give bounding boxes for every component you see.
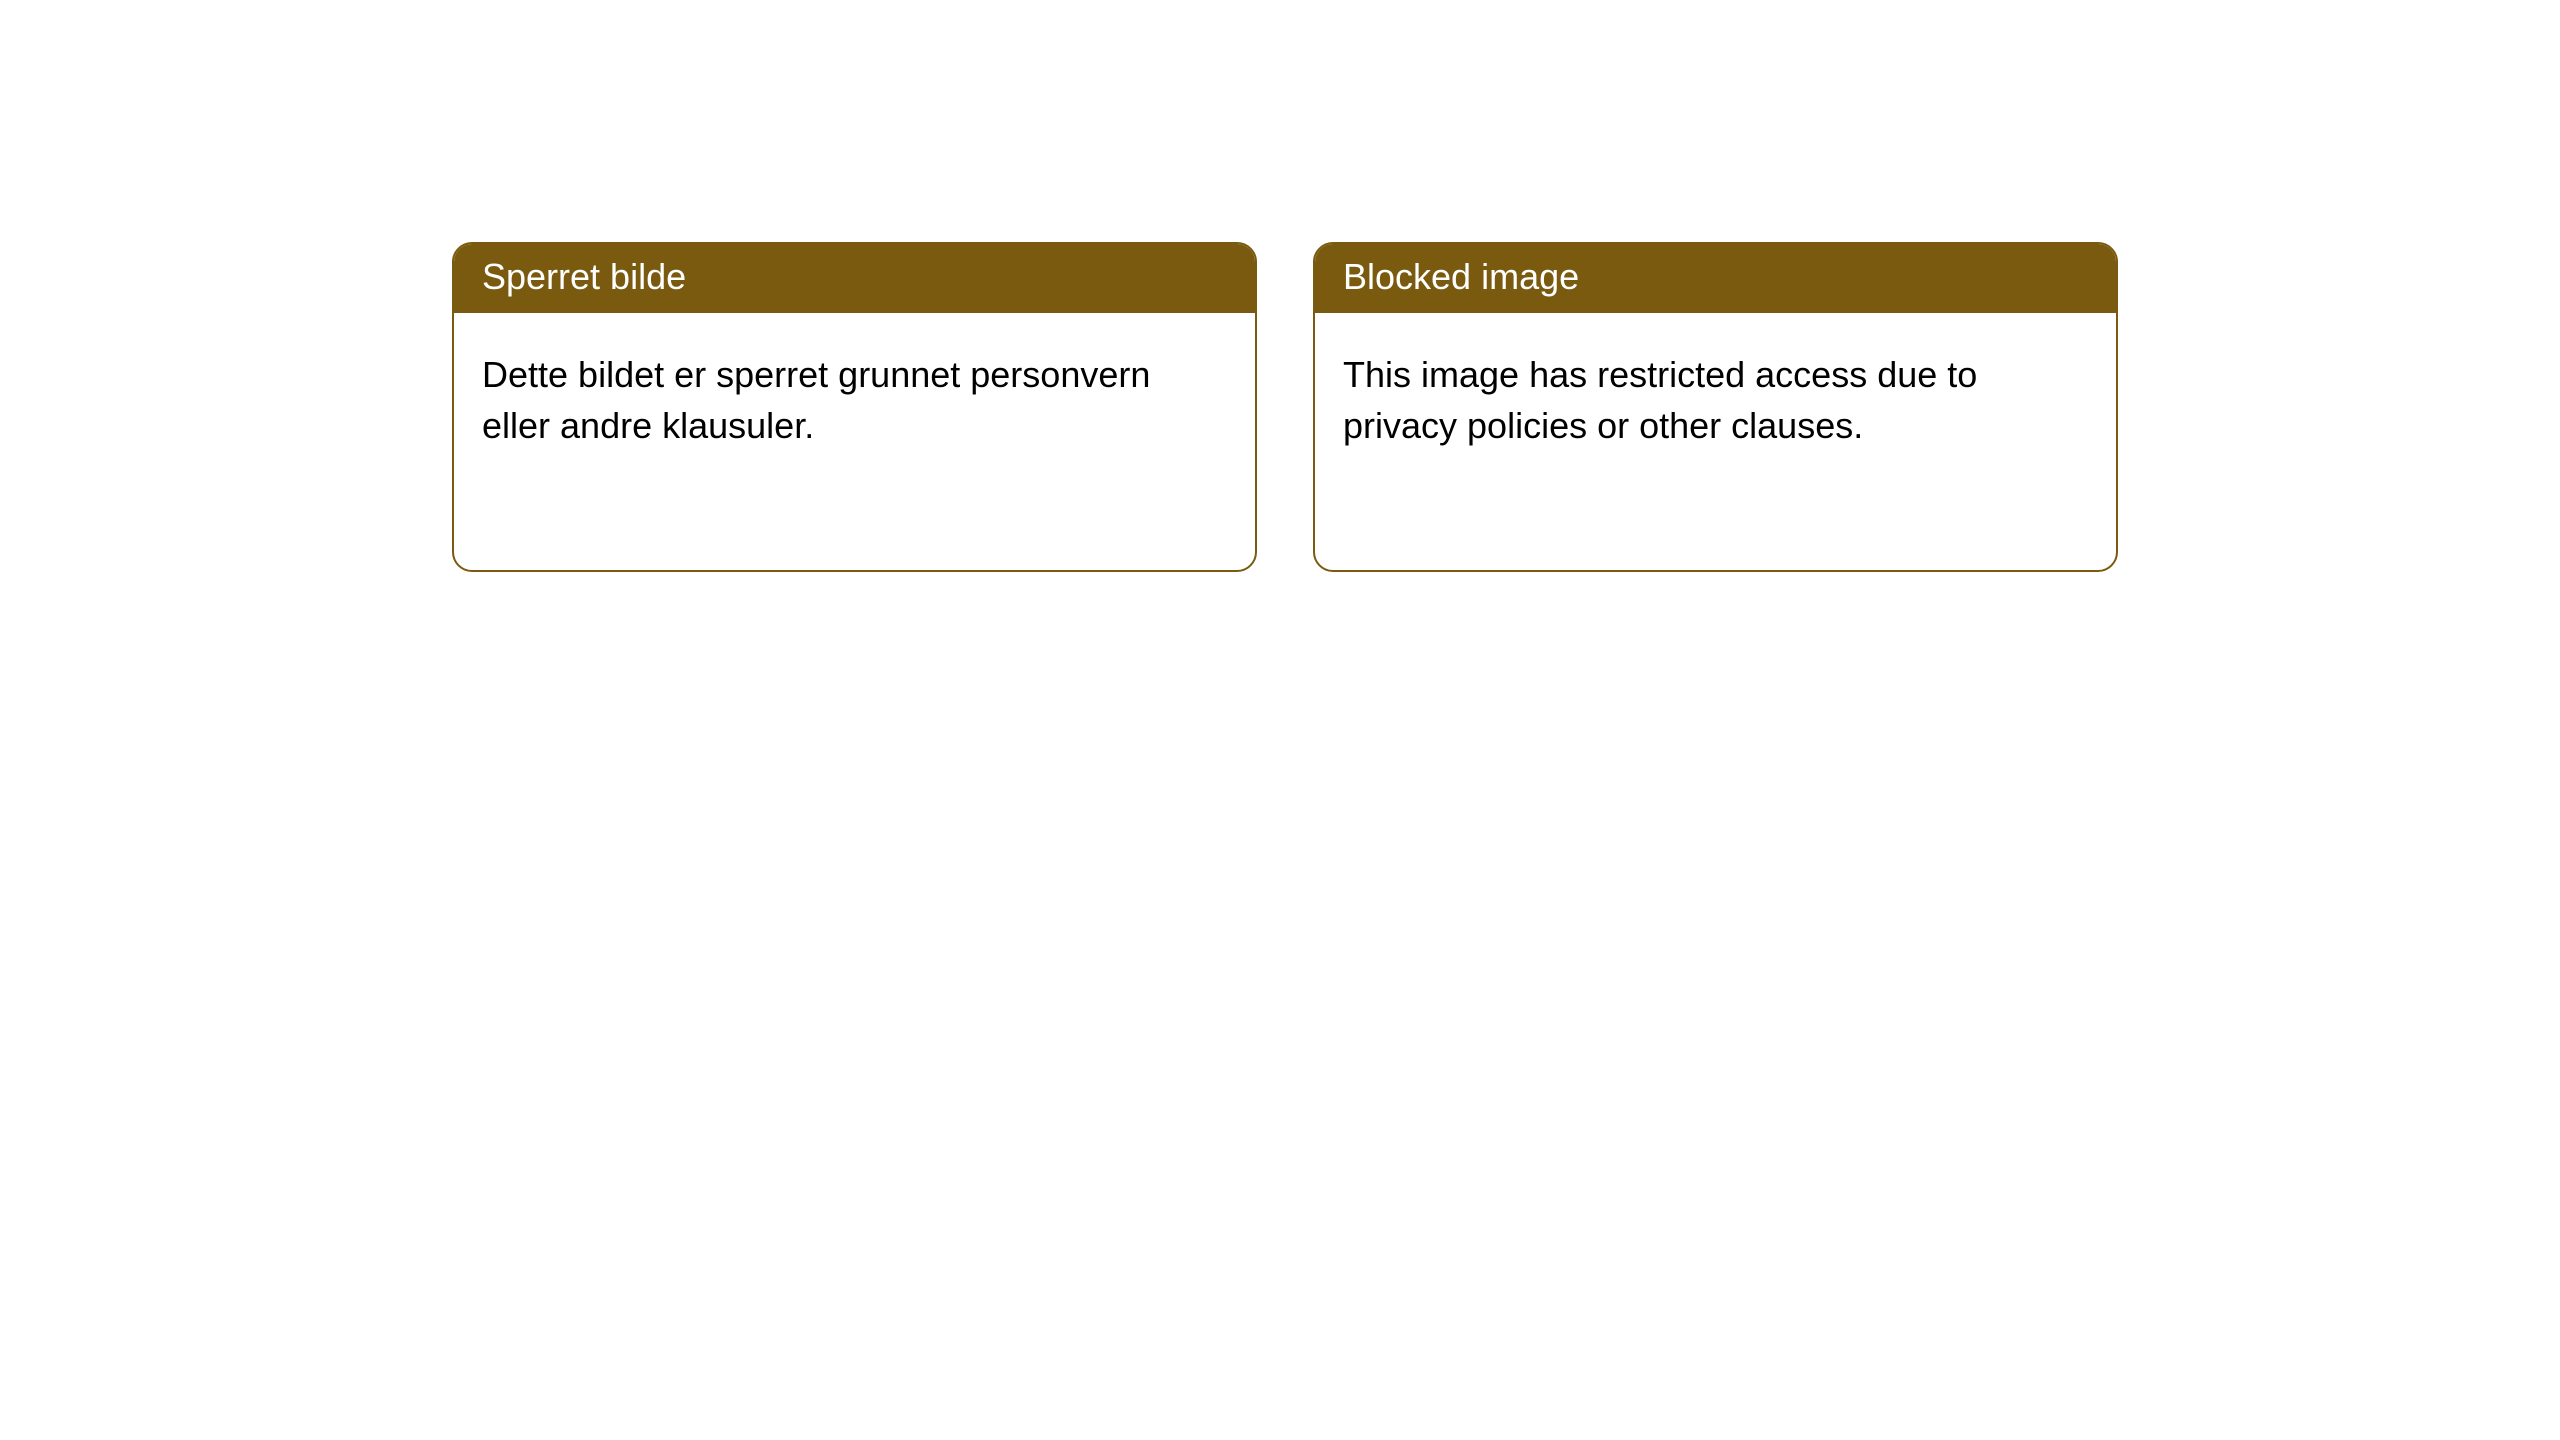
blocked-image-card-en: Blocked image This image has restricted … (1313, 242, 2118, 572)
card-header-no: Sperret bilde (454, 244, 1255, 313)
card-header-en: Blocked image (1315, 244, 2116, 313)
card-body-en: This image has restricted access due to … (1315, 313, 2116, 479)
card-body-no: Dette bildet er sperret grunnet personve… (454, 313, 1255, 479)
notice-container: Sperret bilde Dette bildet er sperret gr… (0, 0, 2560, 572)
blocked-image-card-no: Sperret bilde Dette bildet er sperret gr… (452, 242, 1257, 572)
